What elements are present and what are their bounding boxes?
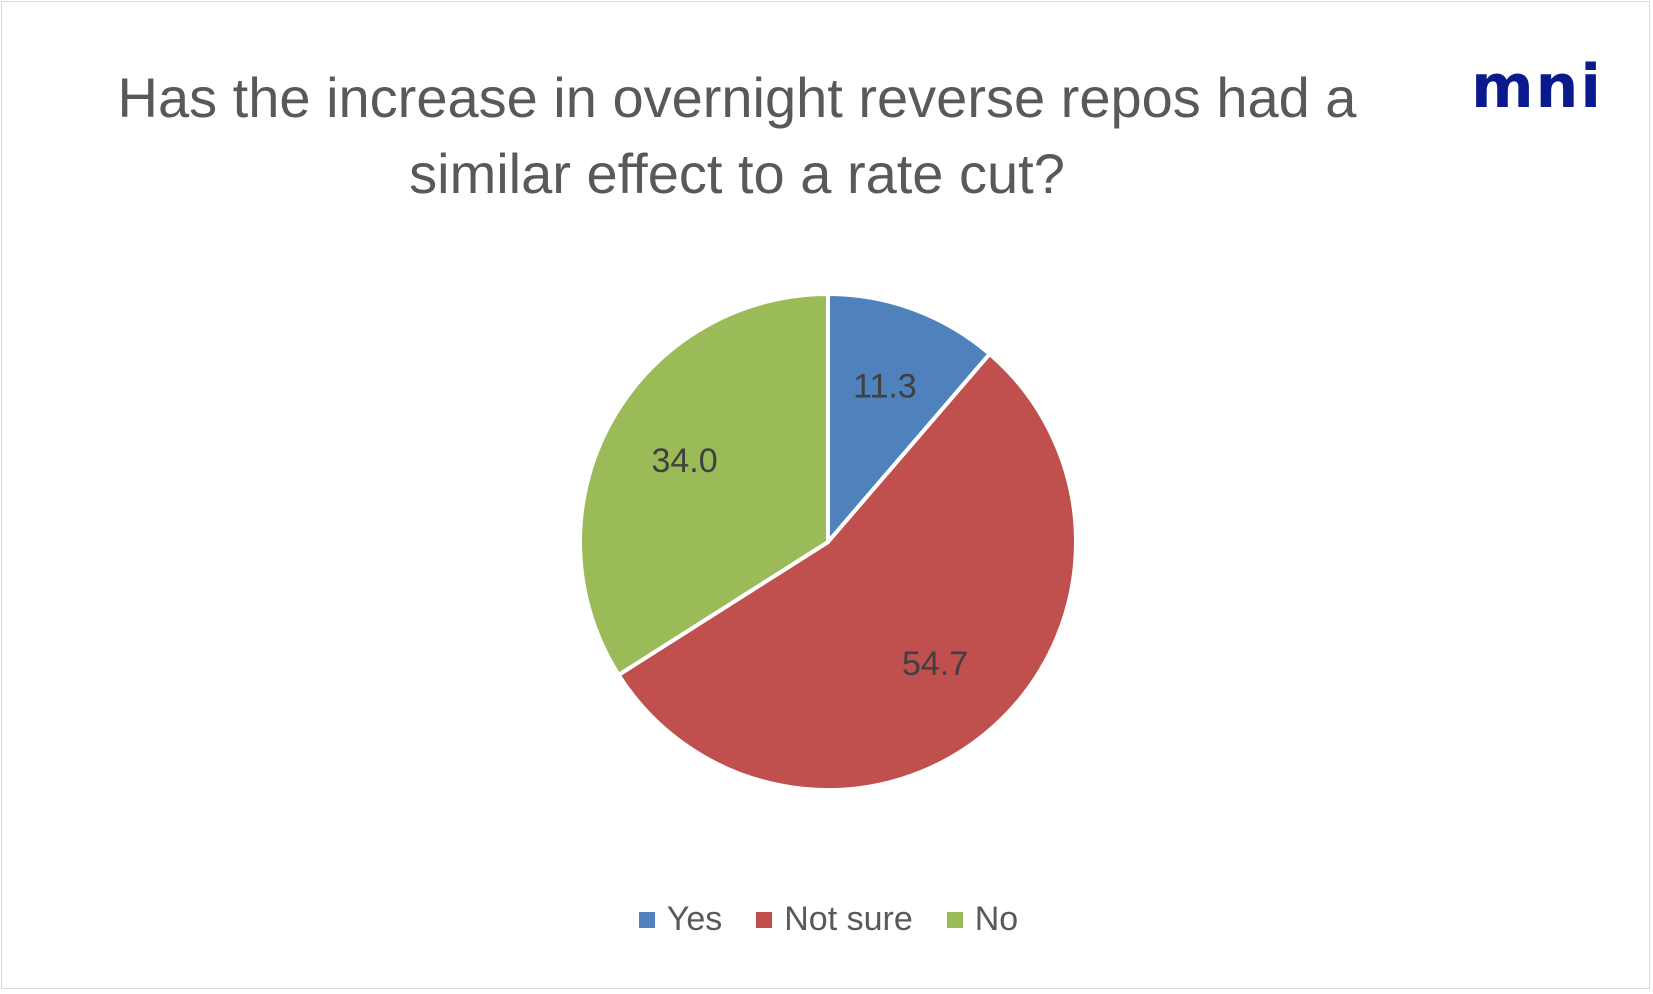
pie-data-labels: 11.3 54.7 34.0 xyxy=(651,368,968,683)
pie-slice-not-sure xyxy=(616,351,1078,792)
legend-swatch xyxy=(946,911,963,928)
legend-item-yes: Yes xyxy=(638,900,723,939)
legend-label: Not sure xyxy=(784,900,913,938)
data-label-not-sure: 54.7 xyxy=(902,645,968,683)
legend-item-no: No xyxy=(946,900,1019,939)
pie-slices xyxy=(578,292,1078,792)
legend-label: Yes xyxy=(666,900,723,938)
legend-label: No xyxy=(974,900,1019,938)
chart-title-line-2: similar effect to a rate cut? xyxy=(409,142,1065,205)
chart-title-line-1: Has the increase in overnight reverse re… xyxy=(117,66,1357,129)
chart-legend: Yes Not sure No xyxy=(2,900,1653,939)
pie-slice-no xyxy=(578,292,830,677)
mni-logo-text: mni xyxy=(1471,57,1603,122)
pie-slice-yes xyxy=(826,292,992,544)
chart-title: Has the increase in overnight reverse re… xyxy=(62,60,1412,212)
mni-logo: mni xyxy=(1462,52,1612,127)
mni-logo-graphic: mni xyxy=(1471,52,1603,122)
legend-swatch xyxy=(638,911,655,928)
data-label-no: 34.0 xyxy=(651,442,717,480)
legend-swatch xyxy=(756,911,773,928)
data-label-yes: 11.3 xyxy=(853,368,917,406)
legend-item-not-sure: Not sure xyxy=(756,900,913,939)
